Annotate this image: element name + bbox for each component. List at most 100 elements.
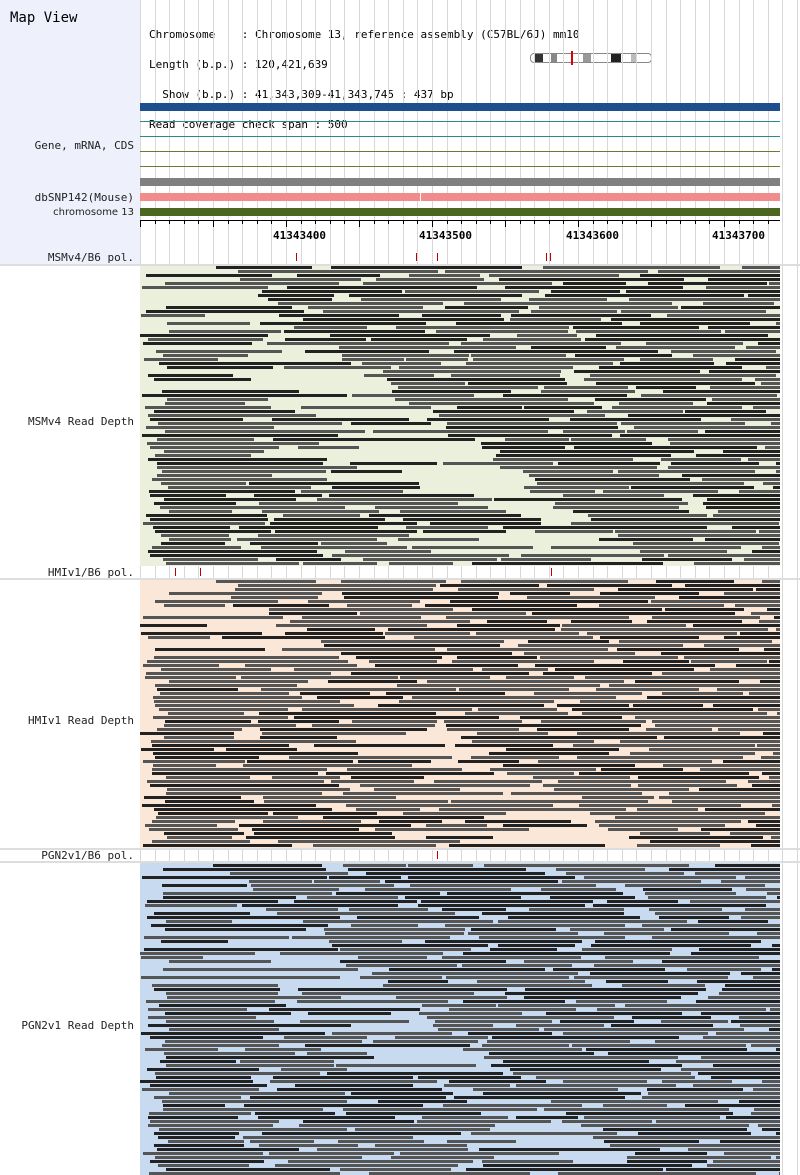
- read-bar[interactable]: [521, 554, 664, 557]
- read-bar[interactable]: [543, 672, 652, 675]
- read-bar[interactable]: [295, 1084, 413, 1087]
- read-bar[interactable]: [338, 1140, 424, 1143]
- read-bar[interactable]: [292, 936, 450, 939]
- read-bar[interactable]: [143, 342, 252, 345]
- read-bar[interactable]: [528, 474, 659, 477]
- read-bar[interactable]: [608, 1052, 780, 1055]
- read-bar[interactable]: [259, 1144, 358, 1147]
- read-bar[interactable]: [405, 358, 468, 361]
- read-bar[interactable]: [161, 542, 225, 545]
- read-bar[interactable]: [466, 1168, 663, 1171]
- read-bar[interactable]: [308, 600, 420, 603]
- read-bar[interactable]: [591, 944, 752, 947]
- read-bar[interactable]: [632, 1016, 712, 1019]
- read-bar[interactable]: [476, 632, 579, 635]
- read-bar[interactable]: [301, 406, 431, 409]
- read-bar[interactable]: [243, 1136, 413, 1139]
- read-bar[interactable]: [444, 1084, 510, 1087]
- read-bar[interactable]: [356, 808, 420, 811]
- read-bar[interactable]: [145, 904, 237, 907]
- read-bar[interactable]: [168, 712, 244, 715]
- read-bar[interactable]: [741, 266, 780, 269]
- read-bar[interactable]: [148, 338, 263, 341]
- read-bar[interactable]: [740, 972, 780, 975]
- read-bar[interactable]: [726, 362, 780, 365]
- read-bar[interactable]: [772, 752, 780, 755]
- read-bar[interactable]: [483, 864, 689, 867]
- read-bar[interactable]: [356, 656, 442, 659]
- read-bar[interactable]: [558, 1172, 756, 1175]
- read-bar[interactable]: [707, 1164, 780, 1167]
- read-bar[interactable]: [167, 322, 250, 325]
- read-bar[interactable]: [148, 1008, 247, 1011]
- read-bar[interactable]: [297, 274, 380, 277]
- read-bar[interactable]: [540, 888, 616, 891]
- read-bar[interactable]: [700, 1056, 780, 1059]
- read-bar[interactable]: [397, 386, 538, 389]
- read-bar[interactable]: [590, 812, 766, 815]
- read-bar[interactable]: [573, 326, 700, 329]
- read-bar[interactable]: [670, 442, 780, 445]
- read-bar[interactable]: [289, 756, 452, 759]
- read-bar[interactable]: [307, 896, 398, 899]
- read-bar[interactable]: [166, 776, 250, 779]
- read-bar[interactable]: [239, 824, 411, 827]
- read-bar[interactable]: [707, 402, 780, 405]
- read-bar[interactable]: [726, 1116, 780, 1119]
- read-bar[interactable]: [703, 644, 780, 647]
- read-bar[interactable]: [148, 1024, 351, 1027]
- read-bar[interactable]: [435, 1020, 552, 1023]
- read-bar[interactable]: [216, 580, 317, 583]
- read-bar[interactable]: [358, 760, 431, 763]
- read-bar[interactable]: [594, 964, 780, 967]
- read-bar[interactable]: [659, 916, 729, 919]
- read-bar[interactable]: [146, 274, 272, 277]
- read-bar[interactable]: [157, 462, 323, 465]
- read-bar[interactable]: [595, 382, 755, 385]
- read-bar[interactable]: [142, 876, 327, 879]
- read-bar[interactable]: [524, 406, 602, 409]
- read-bar[interactable]: [483, 338, 581, 341]
- read-bar[interactable]: [692, 624, 780, 627]
- read-bar[interactable]: [483, 1164, 692, 1167]
- read-bar[interactable]: [505, 992, 698, 995]
- read-bar[interactable]: [754, 1108, 780, 1111]
- read-bar[interactable]: [280, 952, 443, 955]
- read-bar[interactable]: [540, 656, 678, 659]
- read-bar[interactable]: [326, 772, 494, 775]
- read-bar[interactable]: [660, 652, 780, 655]
- read-bar[interactable]: [664, 608, 744, 611]
- read-bar[interactable]: [410, 884, 596, 887]
- read-bar[interactable]: [655, 912, 780, 915]
- read-bar[interactable]: [457, 406, 522, 409]
- read-bar[interactable]: [421, 1004, 496, 1007]
- read-bar[interactable]: [473, 1088, 618, 1091]
- read-bar[interactable]: [456, 322, 622, 325]
- read-bar[interactable]: [449, 1008, 576, 1011]
- read-bar[interactable]: [161, 940, 228, 943]
- read-bar[interactable]: [671, 350, 776, 353]
- read-bar[interactable]: [771, 836, 780, 839]
- read-bar[interactable]: [152, 744, 289, 747]
- read-bar[interactable]: [770, 1008, 780, 1011]
- read-bar[interactable]: [149, 1112, 251, 1115]
- read-bar[interactable]: [260, 728, 427, 731]
- read-bar[interactable]: [305, 1044, 470, 1047]
- read-bar[interactable]: [708, 278, 780, 281]
- read-bar[interactable]: [712, 398, 780, 401]
- read-bar[interactable]: [765, 446, 780, 449]
- read-bar[interactable]: [458, 760, 519, 763]
- read-bar[interactable]: [648, 1092, 780, 1095]
- read-bar[interactable]: [308, 306, 423, 309]
- read-bar[interactable]: [323, 310, 519, 313]
- read-bar[interactable]: [761, 1128, 780, 1131]
- read-bar[interactable]: [638, 784, 737, 787]
- read-bar[interactable]: [600, 636, 699, 639]
- read-bar[interactable]: [738, 1100, 780, 1103]
- read-bar[interactable]: [647, 696, 780, 699]
- read-bar[interactable]: [635, 386, 696, 389]
- read-bar[interactable]: [343, 1108, 537, 1111]
- read-bar[interactable]: [617, 648, 739, 651]
- read-bar[interactable]: [751, 550, 780, 553]
- read-bar[interactable]: [558, 462, 660, 465]
